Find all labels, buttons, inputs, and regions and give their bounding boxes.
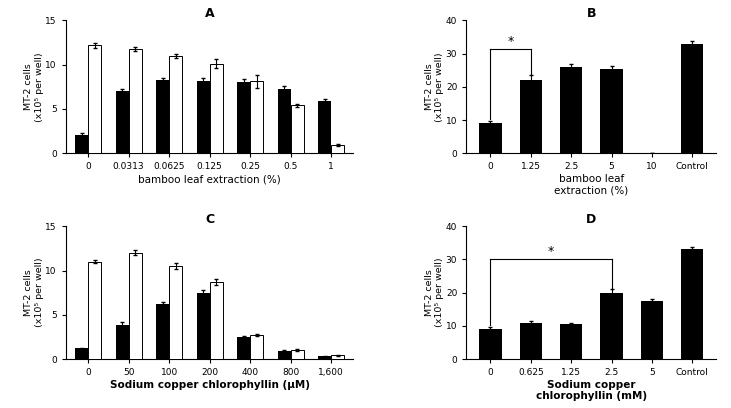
Bar: [210, 282, 222, 359]
Bar: [169, 56, 182, 153]
Title: D: D: [586, 213, 596, 226]
Bar: [600, 69, 623, 153]
Bar: [480, 329, 501, 359]
Bar: [156, 304, 169, 359]
Bar: [318, 101, 331, 153]
Bar: [641, 301, 663, 359]
Bar: [197, 81, 210, 153]
Bar: [75, 135, 88, 153]
Bar: [197, 293, 210, 359]
Bar: [600, 293, 623, 359]
Title: A: A: [205, 7, 214, 20]
Bar: [156, 80, 169, 153]
Bar: [88, 262, 101, 359]
Bar: [291, 350, 303, 359]
Bar: [520, 322, 542, 359]
Bar: [169, 266, 182, 359]
Y-axis label: MT-2 cells
(x10⁵ per well): MT-2 cells (x10⁵ per well): [425, 52, 444, 122]
Bar: [115, 91, 129, 153]
Bar: [480, 123, 501, 153]
Text: *: *: [548, 246, 554, 258]
Bar: [520, 80, 542, 153]
Text: *: *: [507, 35, 514, 48]
Bar: [237, 337, 250, 359]
Y-axis label: MT-2 cells
(x10⁵ per well): MT-2 cells (x10⁵ per well): [24, 258, 44, 328]
Bar: [331, 145, 344, 153]
Bar: [250, 82, 263, 153]
Title: B: B: [586, 7, 596, 20]
X-axis label: Sodium copper chlorophyllin (μM): Sodium copper chlorophyllin (μM): [110, 380, 310, 390]
Y-axis label: MT-2 cells
(x10⁵ per well): MT-2 cells (x10⁵ per well): [425, 258, 444, 328]
Bar: [278, 89, 291, 153]
Bar: [560, 324, 583, 359]
Bar: [681, 249, 703, 359]
Bar: [75, 348, 88, 359]
X-axis label: Sodium copper
chlorophyllin (mM): Sodium copper chlorophyllin (mM): [536, 380, 647, 401]
Bar: [318, 356, 331, 359]
Bar: [291, 105, 303, 153]
X-axis label: bamboo leaf extraction (%): bamboo leaf extraction (%): [138, 174, 281, 184]
X-axis label: bamboo leaf
extraction (%): bamboo leaf extraction (%): [554, 174, 629, 195]
Bar: [115, 326, 129, 359]
Bar: [681, 44, 703, 153]
Bar: [250, 335, 263, 359]
Bar: [237, 82, 250, 153]
Bar: [331, 355, 344, 359]
Bar: [560, 67, 583, 153]
Title: C: C: [205, 213, 214, 226]
Y-axis label: MT-2 cells
(x10⁵ per well): MT-2 cells (x10⁵ per well): [24, 52, 44, 122]
Bar: [210, 64, 222, 153]
Bar: [278, 351, 291, 359]
Bar: [129, 49, 142, 153]
Bar: [129, 253, 142, 359]
Bar: [88, 45, 101, 153]
